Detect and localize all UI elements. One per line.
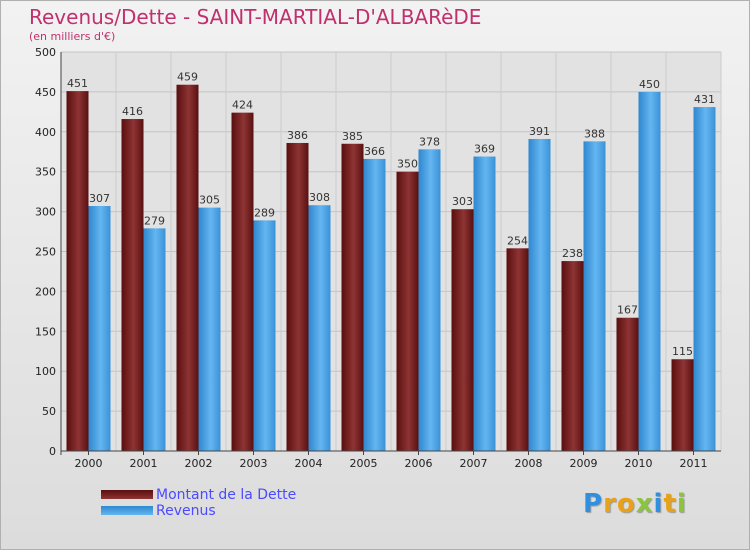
bar-revenue	[253, 220, 276, 451]
data-label-debt: 167	[617, 304, 638, 317]
y-tick-label: 100	[35, 365, 56, 378]
bar-revenue	[528, 138, 551, 451]
x-tick-label: 2000	[75, 457, 103, 470]
bar-revenue	[473, 156, 496, 451]
bar-debt	[506, 248, 529, 451]
data-label-revenue: 307	[89, 192, 110, 205]
bar-chart: 4513074162794593054242893863083853663503…	[35, 46, 722, 470]
x-tick-label: 2008	[515, 457, 543, 470]
bar-debt	[176, 84, 199, 451]
proxiti-logo: Proxiti	[583, 489, 687, 519]
x-tick-label: 2009	[570, 457, 598, 470]
bar-revenue	[418, 149, 441, 451]
bar-revenue	[88, 206, 111, 451]
chart-title: Revenus/Dette - SAINT-MARTIAL-D'ALBARèDE	[29, 5, 482, 29]
data-label-debt: 238	[562, 247, 583, 260]
bar-debt	[231, 112, 254, 451]
y-tick-label: 350	[35, 166, 56, 179]
grid-layer	[60, 51, 722, 452]
data-label-debt: 254	[507, 234, 528, 247]
y-tick-label: 400	[35, 126, 56, 139]
bar-revenue	[198, 207, 221, 451]
data-label-debt: 451	[67, 77, 88, 90]
y-tick-label: 150	[35, 325, 56, 338]
data-label-debt: 416	[122, 105, 143, 118]
bar-debt	[121, 119, 144, 452]
x-tick-label: 2001	[130, 457, 158, 470]
y-tick-label: 450	[35, 86, 56, 99]
bar-revenue	[583, 141, 606, 451]
data-label-revenue: 308	[309, 191, 330, 204]
data-label-revenue: 289	[254, 206, 275, 219]
bar-debt	[66, 91, 89, 452]
data-label-revenue: 369	[474, 143, 495, 156]
y-tick-label: 300	[35, 206, 56, 219]
data-label-revenue: 366	[364, 145, 385, 158]
logo-letter: o	[616, 489, 636, 519]
data-label-debt: 459	[177, 71, 198, 84]
logo-letter: t	[663, 489, 677, 519]
data-label-revenue: 279	[144, 214, 165, 227]
x-tick-label: 2003	[240, 457, 268, 470]
y-tick-label: 50	[42, 405, 56, 418]
logo-letter: P	[583, 489, 604, 519]
bar-revenue	[693, 107, 716, 451]
axis-layer: 0 50 100 150 200 250 300 350 400 450 500 2000 2001 20…	[35, 46, 721, 470]
bar-debt	[561, 261, 584, 451]
bar-revenue	[363, 158, 386, 451]
data-label-debt: 115	[672, 345, 693, 358]
data-label-debt: 350	[397, 158, 418, 171]
chart-subtitle: (en milliers d'€)	[29, 30, 116, 43]
y-tick-label: 250	[35, 246, 56, 259]
data-label-revenue: 391	[529, 125, 550, 138]
data-label-debt: 386	[287, 129, 308, 142]
data-label-debt: 385	[342, 130, 363, 143]
bar-debt	[341, 143, 364, 451]
logo-letter: r	[603, 489, 617, 519]
legend-label-debt: Montant de la Dette	[156, 487, 297, 503]
bar-debt	[616, 317, 639, 451]
bar-revenue	[143, 228, 166, 451]
data-label-debt: 424	[232, 99, 253, 112]
legend-label-revenue: Revenus	[156, 503, 216, 519]
legend-swatch-debt	[101, 490, 153, 499]
x-tick-label: 2002	[185, 457, 213, 470]
x-tick-label: 2010	[625, 457, 653, 470]
data-label-revenue: 431	[694, 93, 715, 106]
data-label-revenue: 378	[419, 135, 440, 148]
data-label-debt: 303	[452, 195, 473, 208]
bar-revenue	[308, 205, 331, 451]
bar-debt	[671, 359, 694, 451]
bar-debt	[396, 171, 419, 451]
data-label-revenue: 450	[639, 78, 660, 91]
x-tick-label: 2004	[295, 457, 323, 470]
logo-letter: i	[676, 489, 687, 519]
x-tick-label: 2005	[350, 457, 378, 470]
bar-revenue	[638, 91, 661, 452]
x-tick-label: 2011	[680, 457, 708, 470]
y-tick-label: 200	[35, 285, 56, 298]
bars-layer	[66, 84, 716, 452]
x-tick-label: 2007	[460, 457, 488, 470]
legend-swatch-revenue	[101, 506, 153, 515]
data-label-revenue: 305	[199, 194, 220, 207]
y-tick-label: 0	[49, 445, 56, 458]
bar-debt	[286, 142, 309, 452]
labels-layer: 4513074162794593054242893863083853663503…	[67, 71, 715, 359]
logo-letter: i	[653, 489, 664, 519]
y-tick-label: 500	[35, 46, 56, 59]
bar-debt	[451, 209, 474, 451]
data-label-revenue: 388	[584, 127, 605, 140]
logo-letter: x	[635, 489, 654, 519]
x-tick-label: 2006	[405, 457, 433, 470]
